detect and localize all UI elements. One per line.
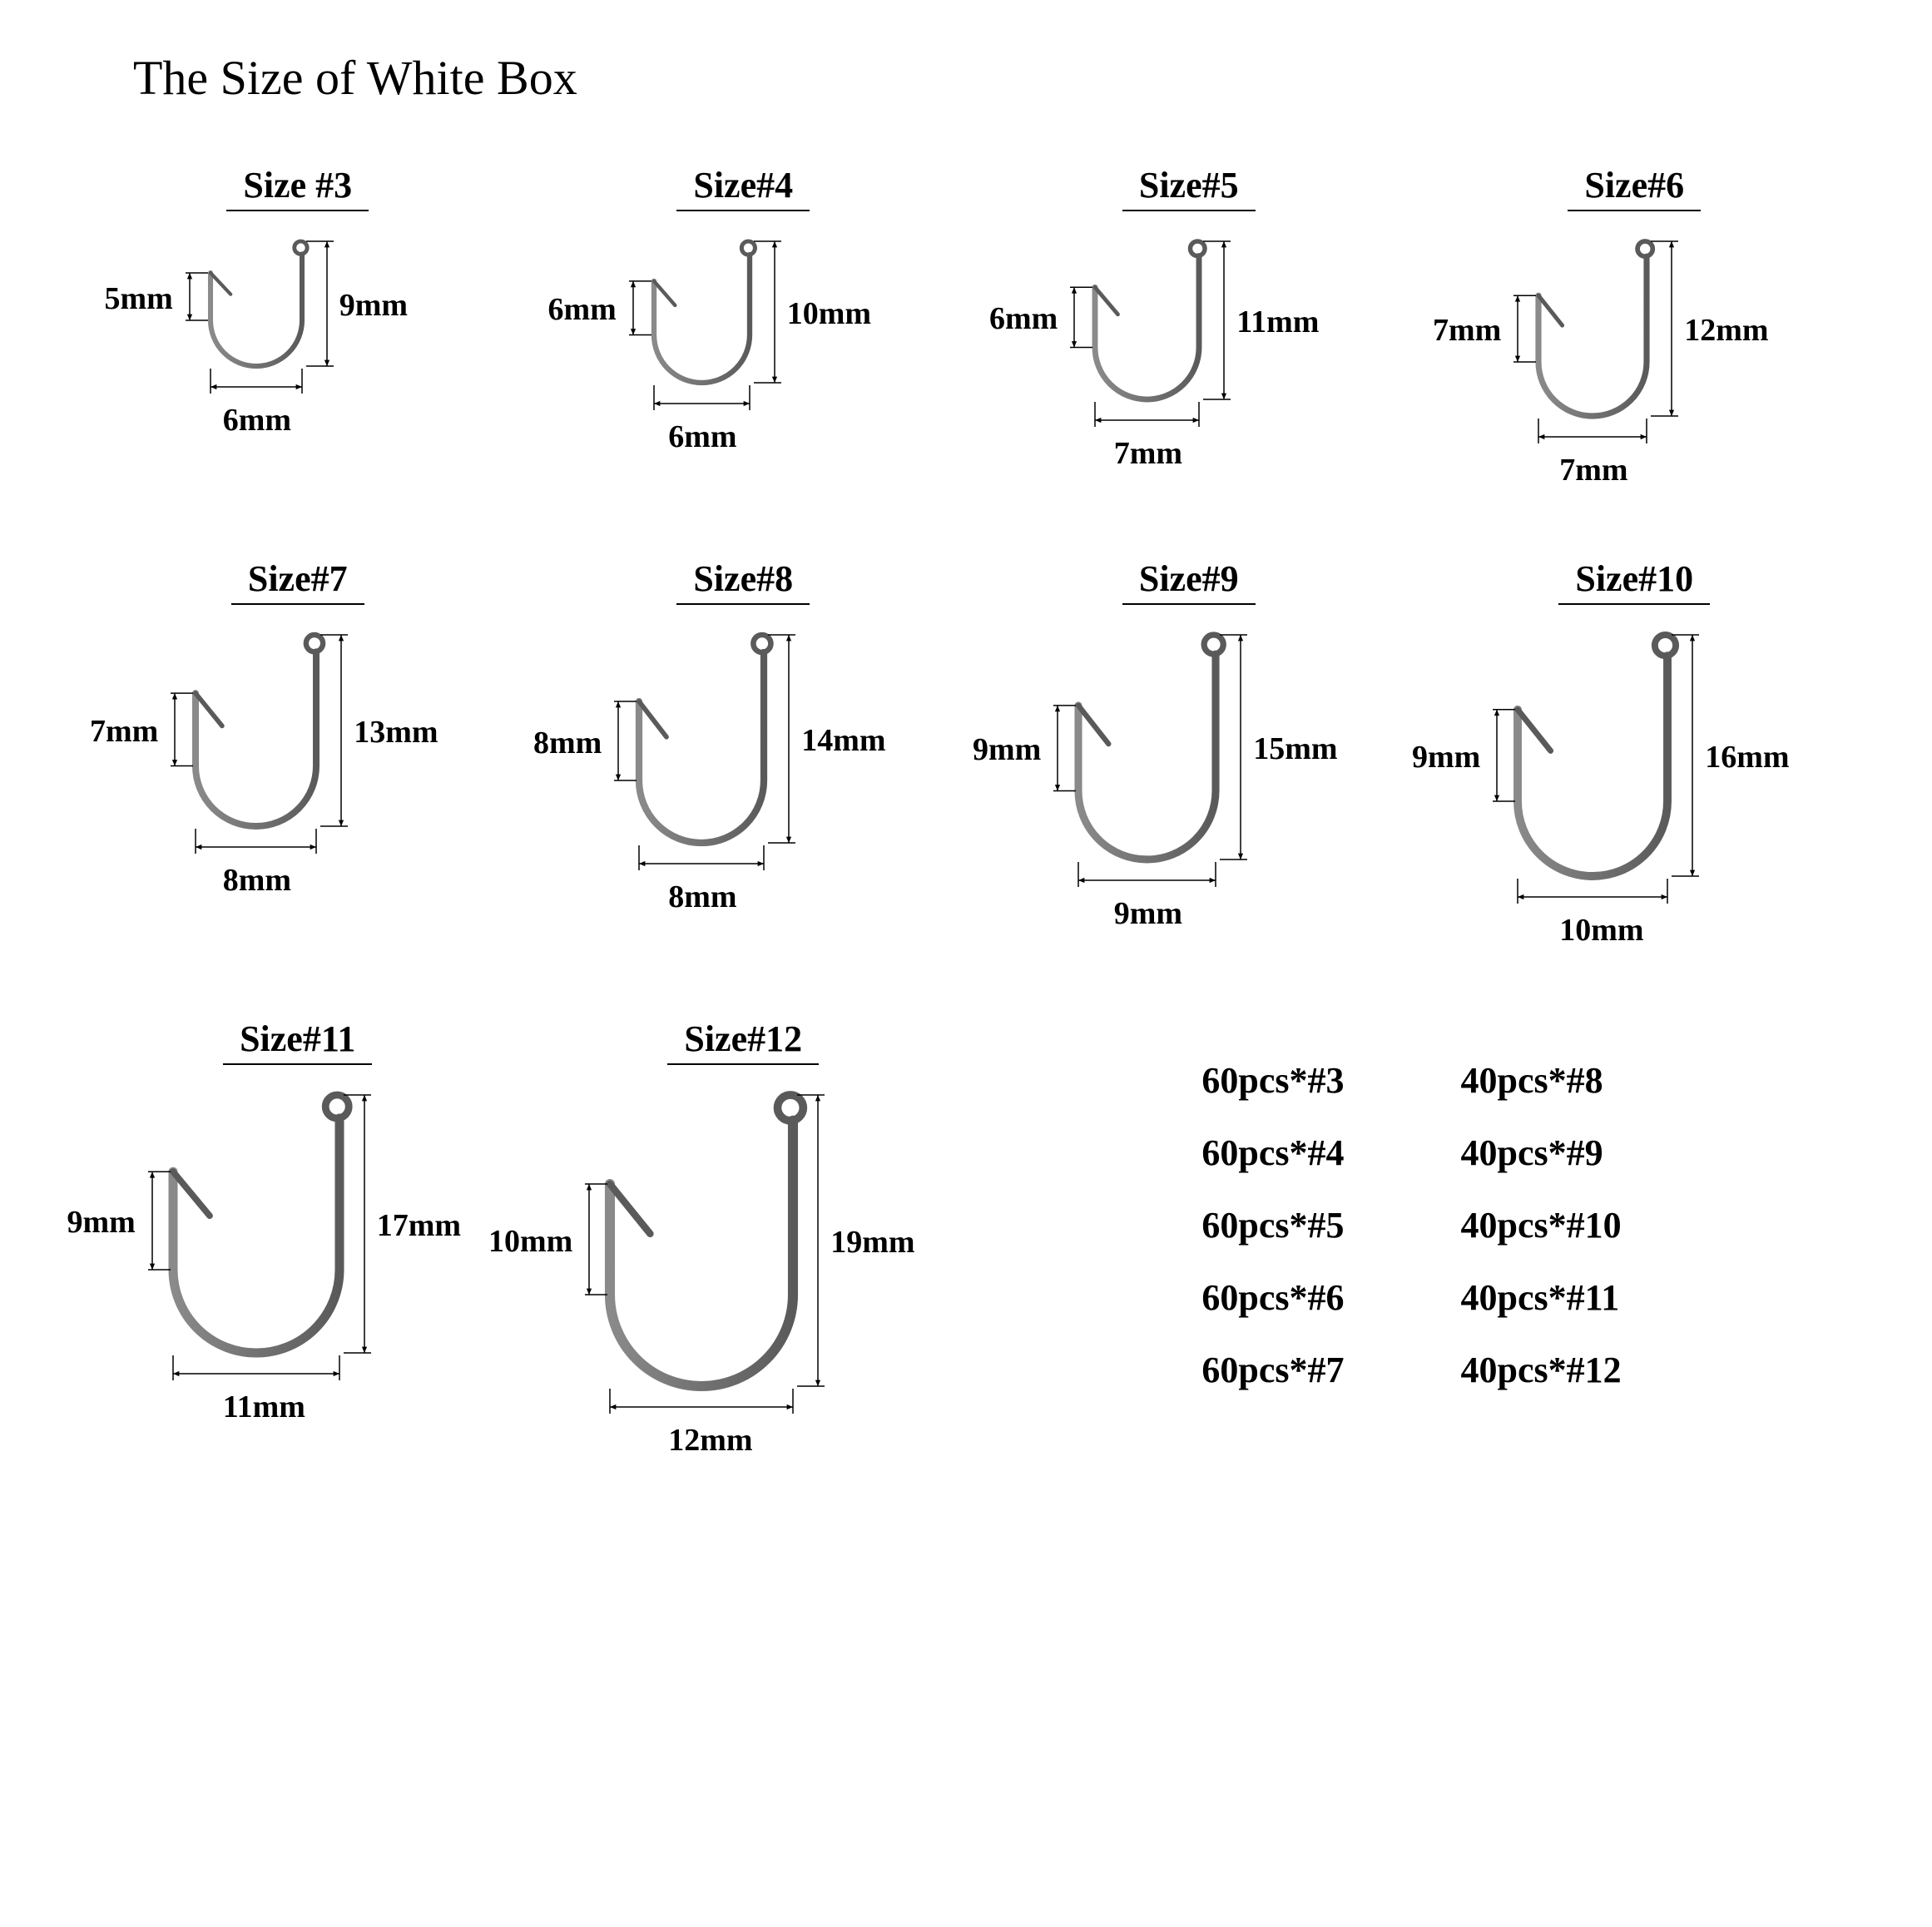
size-label: Size#4: [676, 164, 810, 211]
hook-diagram: 12mm7mm7mm: [1513, 216, 1755, 491]
size-label: Size#10: [1558, 557, 1710, 605]
size-label: Size#12: [667, 1018, 819, 1065]
hook-diagram: 19mm12mm10mm: [585, 1070, 901, 1461]
width-label: 7mm: [1559, 452, 1627, 488]
hook-diagram: 9mm6mm5mm: [186, 216, 410, 441]
width-label: 8mm: [668, 879, 736, 915]
hook-diagram: 17mm11mm9mm: [148, 1070, 448, 1428]
hook-diagram: 16mm10mm9mm: [1493, 610, 1776, 951]
hook-cell-h9: Size#9 15mm9mm9mm: [974, 549, 1404, 976]
hook-cell-h12: Size#12 19mm12mm10mm: [529, 1009, 959, 1486]
hook-cell-h6: Size#6 12mm7mm7mm: [1420, 156, 1850, 516]
barb-label: 8mm: [533, 725, 602, 761]
height-label: 16mm: [1705, 739, 1789, 775]
height-label: 10mm: [787, 295, 871, 332]
hook-cell-h11: Size#11 17mm11mm9mm: [83, 1009, 513, 1486]
quantity-item: 40pcs*#10: [1461, 1204, 1622, 1246]
quantity-item: 40pcs*#8: [1461, 1059, 1622, 1102]
quantity-item: 60pcs*#4: [1201, 1132, 1344, 1174]
hook-cell-h3: Size #3 9mm 6mm 5mm: [83, 156, 513, 516]
height-label: 9mm: [339, 287, 408, 324]
quantity-column: 60pcs*#3 60pcs*#4 60pcs*#5 60pcs*#6 60pcs*#7: [1201, 1059, 1344, 1391]
quantity-item: 40pcs*#12: [1461, 1349, 1622, 1391]
width-label: 9mm: [1114, 895, 1182, 932]
width-label: 12mm: [668, 1422, 752, 1459]
barb-label: 7mm: [90, 713, 158, 750]
width-label: 8mm: [223, 862, 291, 899]
height-label: 11mm: [1236, 304, 1319, 340]
barb-label: 6mm: [547, 291, 616, 328]
height-label: 19mm: [830, 1224, 914, 1261]
barb-label: 9mm: [1412, 739, 1480, 775]
hook-diagram: 11mm7mm6mm: [1070, 216, 1307, 474]
quantity-column: 40pcs*#8 40pcs*#9 40pcs*#10 40pcs*#11 40pcs*…: [1461, 1059, 1622, 1391]
hook-cell-h5: Size#5 11mm7mm6mm: [974, 156, 1404, 516]
size-label: Size#9: [1122, 557, 1256, 605]
quantity-item: 60pcs*#7: [1201, 1349, 1344, 1391]
height-label: 13mm: [354, 714, 438, 750]
width-label: 11mm: [223, 1389, 305, 1425]
barb-label: 6mm: [989, 300, 1058, 337]
size-label: Size#7: [231, 557, 364, 605]
hook-cell-h4: Size#4 10mm6mm6mm: [529, 156, 959, 516]
hook-cell-h10: Size#10 16mm10mm9mm: [1420, 549, 1850, 976]
barb-label: 9mm: [67, 1204, 135, 1241]
size-label: Size#8: [676, 557, 810, 605]
hook-diagram: 13mm8mm7mm: [171, 610, 424, 901]
quantity-item: 60pcs*#3: [1201, 1059, 1344, 1102]
hook-cell-h8: Size#8 14mm8mm8mm: [529, 549, 959, 976]
size-label: Size#11: [223, 1018, 372, 1065]
hook-diagram: 10mm6mm6mm: [629, 216, 858, 458]
width-label: 7mm: [1114, 435, 1182, 472]
size-label: Size#6: [1568, 164, 1701, 211]
height-label: 14mm: [801, 722, 885, 759]
barb-label: 10mm: [488, 1223, 572, 1260]
quantity-item: 40pcs*#9: [1461, 1132, 1622, 1174]
hook-diagram: 14mm8mm8mm: [614, 610, 872, 918]
hook-diagram: 15mm9mm9mm: [1053, 610, 1324, 934]
barb-label: 9mm: [973, 731, 1041, 768]
hook-grid: Size #3 9mm 6mm 5mm Size#4: [83, 156, 1849, 1486]
page-title: The Size of White Box: [133, 50, 1882, 106]
quantity-block: 60pcs*#3 60pcs*#4 60pcs*#5 60pcs*#6 60pcs*#7…: [974, 1009, 1849, 1486]
height-label: 17mm: [377, 1207, 461, 1244]
size-label: Size#5: [1122, 164, 1256, 211]
quantity-item: 60pcs*#6: [1201, 1276, 1344, 1319]
width-label: 10mm: [1559, 912, 1643, 949]
hook-cell-h7: Size#7 13mm8mm7mm: [83, 549, 513, 976]
barb-label: 7mm: [1433, 312, 1501, 349]
size-label: Size #3: [226, 164, 369, 211]
width-label: 6mm: [668, 419, 736, 455]
quantity-item: 40pcs*#11: [1461, 1276, 1622, 1319]
height-label: 12mm: [1684, 312, 1768, 349]
height-label: 15mm: [1253, 731, 1337, 767]
width-label: 6mm: [223, 402, 291, 438]
barb-label: 5mm: [104, 280, 172, 317]
quantity-item: 60pcs*#5: [1201, 1204, 1344, 1246]
